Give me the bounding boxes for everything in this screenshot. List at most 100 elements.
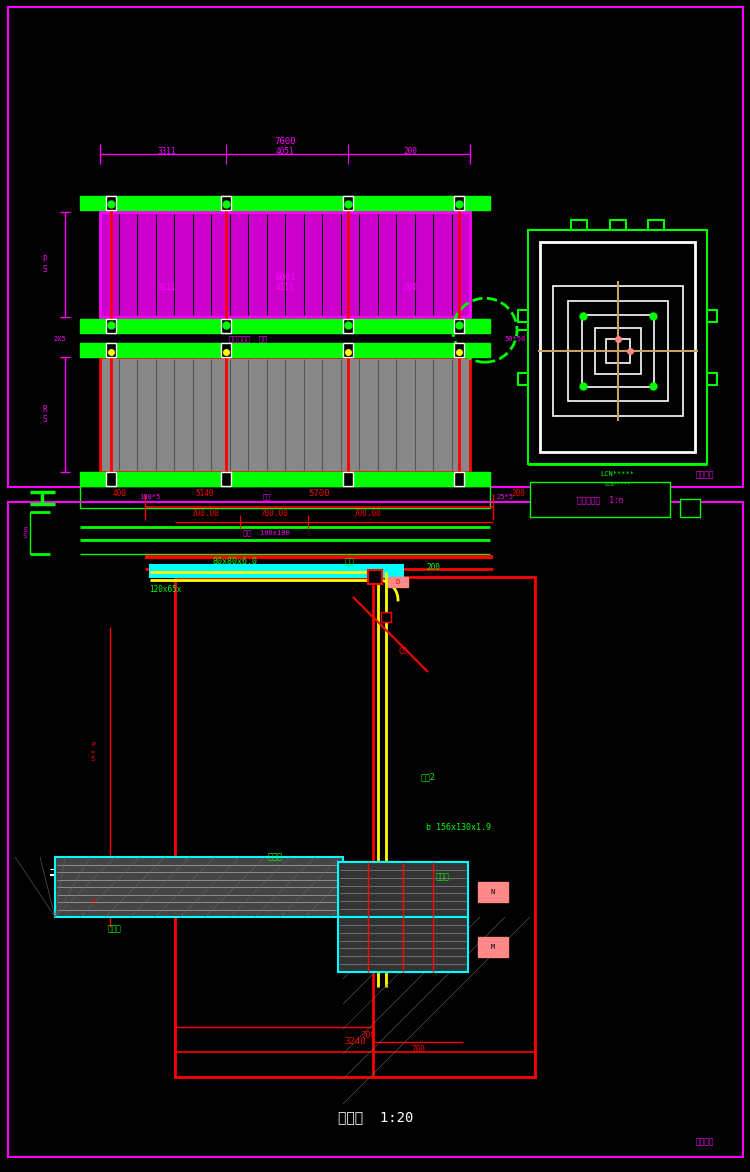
Bar	[648, 220, 664, 230]
Text: 3111: 3111	[158, 282, 176, 292]
Bar	[518, 373, 528, 384]
Text: 700: 700	[361, 1030, 375, 1040]
Text: 200: 200	[404, 148, 418, 157]
Text: CO: CO	[398, 647, 408, 656]
Bar	[528, 230, 707, 464]
Bar	[220, 343, 231, 357]
Bar	[106, 319, 116, 333]
Text: 200: 200	[426, 563, 440, 572]
Text: 100*5: 100*5	[140, 495, 160, 500]
Bar	[707, 309, 717, 321]
Text: LCN*****: LCN*****	[601, 471, 634, 477]
Bar	[454, 472, 464, 486]
Text: M: M	[490, 943, 495, 950]
Text: 4051: 4051	[276, 148, 294, 157]
Bar	[707, 373, 717, 384]
Text: 400: 400	[113, 490, 127, 498]
Bar	[100, 212, 470, 316]
Text: 3311: 3311	[158, 148, 176, 157]
Text: LCN*****: LCN*****	[604, 482, 631, 486]
Bar	[338, 861, 468, 917]
Bar	[220, 472, 231, 486]
Bar	[454, 196, 464, 210]
Text: 3240: 3240	[344, 1037, 366, 1047]
Text: 自行车棚: 自行车棚	[696, 470, 714, 479]
Text: 自行车棚: 自行车棚	[696, 1138, 714, 1146]
Text: 8001: 8001	[274, 273, 296, 281]
Bar	[454, 343, 464, 357]
Text: 200: 200	[511, 490, 525, 498]
Text: b 156x130x1.9: b 156x130x1.9	[425, 823, 490, 831]
Bar	[100, 357, 470, 472]
Text: P
=
S: P = S	[91, 742, 95, 762]
Text: 7600: 7600	[274, 137, 296, 146]
Text: N: N	[490, 890, 495, 895]
Text: 700.00: 700.00	[353, 510, 381, 518]
Bar	[343, 343, 353, 357]
Bar	[106, 472, 116, 486]
Text: 加劲板: 加劲板	[436, 872, 450, 881]
Bar	[605, 339, 629, 363]
Bar	[610, 220, 626, 230]
Bar	[595, 328, 640, 374]
Text: 200: 200	[404, 282, 418, 292]
Text: R
S: R S	[43, 404, 47, 424]
Bar	[106, 196, 116, 210]
Text: 人形踏步板  挂扣: 人形踏步板 挂扣	[229, 335, 267, 342]
Bar	[571, 220, 586, 230]
Text: D: D	[396, 579, 400, 585]
Bar	[80, 343, 490, 357]
Bar	[540, 241, 695, 452]
Bar	[454, 319, 464, 333]
Bar	[338, 917, 468, 972]
Text: E: E	[91, 899, 95, 905]
Bar	[80, 472, 490, 486]
Text: E
S: E S	[22, 526, 27, 539]
Bar	[55, 857, 343, 917]
Bar	[220, 319, 231, 333]
Bar	[530, 482, 670, 517]
Bar	[343, 472, 353, 486]
Text: 4111: 4111	[276, 282, 294, 292]
Bar	[381, 612, 391, 622]
Bar	[478, 883, 508, 902]
Text: 地坪线: 地坪线	[268, 852, 283, 861]
Text: 详图一  1:20: 详图一 1:20	[338, 1110, 413, 1124]
Bar	[478, 936, 508, 958]
Bar	[343, 319, 353, 333]
Bar	[581, 315, 653, 387]
Text: 2X5: 2X5	[54, 336, 66, 342]
Bar	[8, 502, 743, 1157]
Text: 5140: 5140	[196, 490, 214, 498]
Bar	[150, 565, 403, 577]
Text: 钢管2: 钢管2	[421, 772, 436, 782]
Bar	[368, 570, 382, 584]
Bar	[80, 196, 490, 210]
Text: 700.00: 700.00	[260, 510, 288, 518]
Bar	[8, 7, 743, 488]
Bar	[343, 196, 353, 210]
Text: P
S: P S	[43, 254, 47, 274]
Text: 25*5: 25*5	[496, 495, 514, 500]
Text: 700: 700	[411, 1044, 425, 1054]
Text: 80x80x6.0: 80x80x6.0	[212, 558, 257, 566]
Bar	[175, 577, 535, 1077]
Bar	[680, 499, 700, 517]
Bar	[553, 286, 682, 416]
Text: 5700: 5700	[308, 490, 330, 498]
Text: 50*50: 50*50	[504, 336, 526, 342]
Text: 地梁: 地梁	[262, 493, 271, 500]
Text: 回填土: 回填土	[108, 925, 122, 934]
Bar	[80, 486, 490, 507]
Text: 700.00: 700.00	[192, 510, 219, 518]
Bar	[568, 301, 668, 401]
Text: 扁管: 扁管	[345, 558, 355, 566]
Text: 地梁  100x100: 地梁 100x100	[243, 530, 290, 537]
Bar	[388, 577, 408, 587]
Bar	[220, 196, 231, 210]
Bar	[106, 343, 116, 357]
Text: 120x65x: 120x65x	[148, 586, 182, 594]
Bar	[518, 309, 528, 321]
Text: 柱脚平面图  1:n: 柱脚平面图 1:n	[577, 496, 623, 504]
Bar	[80, 319, 490, 333]
